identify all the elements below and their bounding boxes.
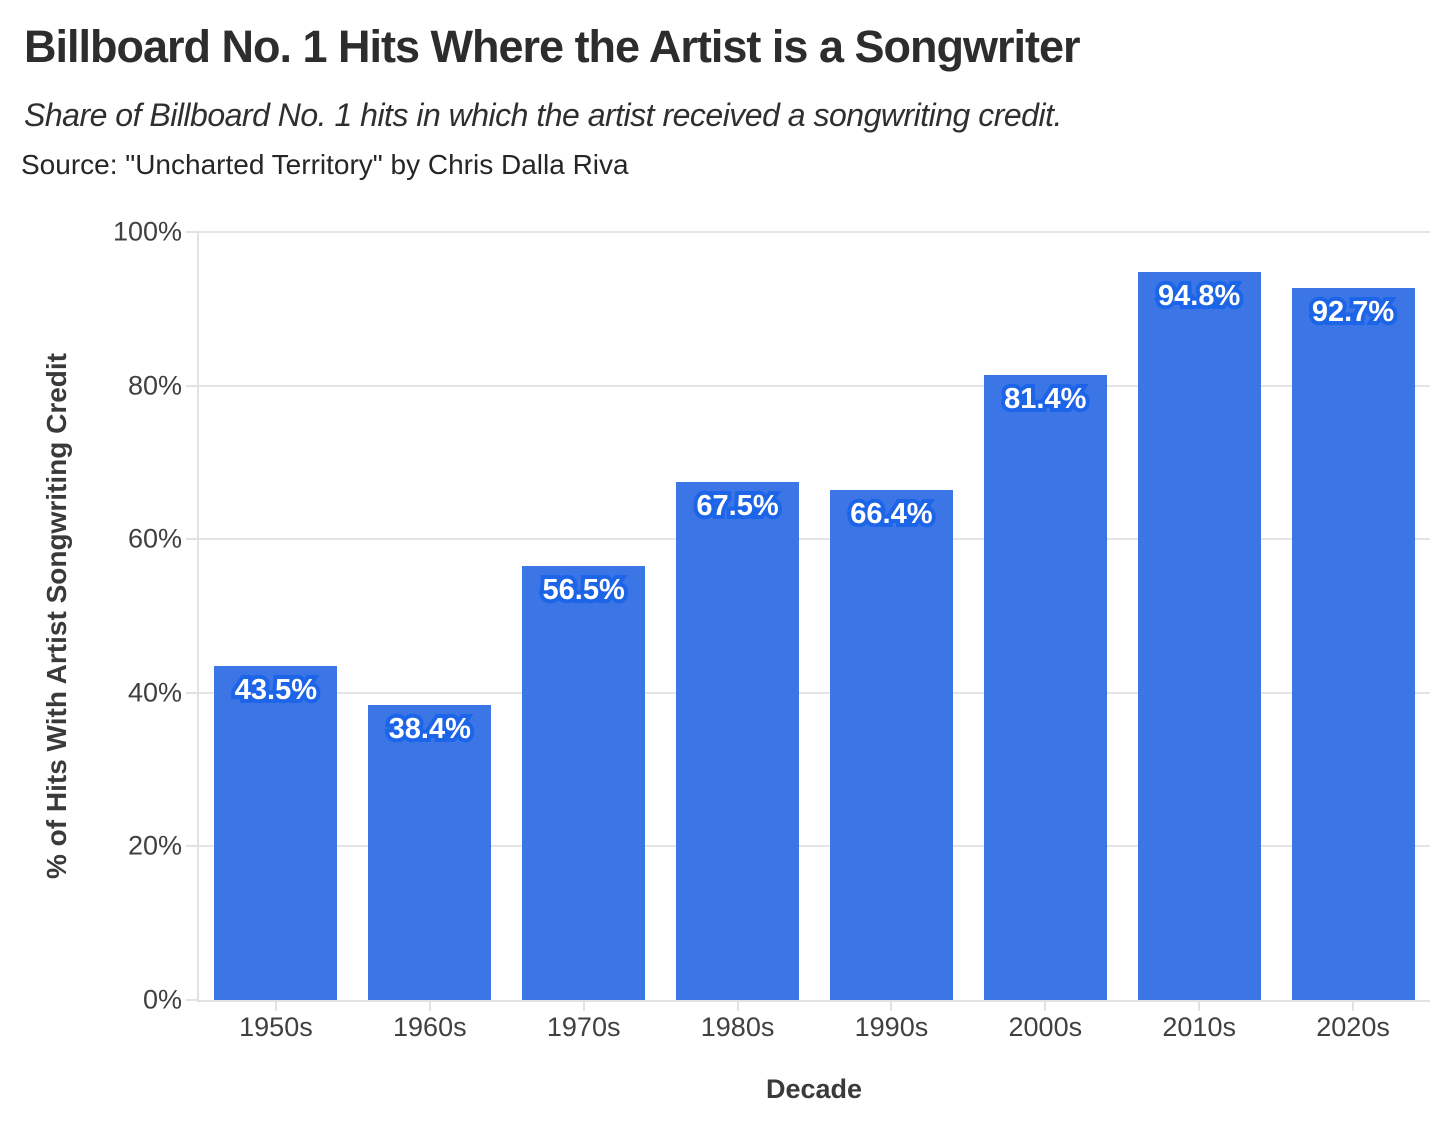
- bar-1950s: 43.5% 43.5%: [214, 665, 338, 1000]
- y-tick-label-40%: 40%: [127, 677, 182, 708]
- x-axis-title: Decade: [765, 1074, 863, 1104]
- x-tick-label-1960s: 1960s: [393, 1012, 467, 1042]
- bar-value-label-halo: 67.5%: [692, 486, 782, 526]
- bar-2000s: 81.4% 81.4%: [983, 374, 1107, 1000]
- bar-1990s: 66.4% 66.4%: [829, 490, 953, 1000]
- y-tick-mark-60%: [186, 538, 199, 541]
- bar-value-label-text: 81.4%: [1004, 382, 1087, 415]
- bar-2020s: 92.7% 92.7%: [1291, 288, 1415, 1000]
- bar-value-label-halo: 38.4%: [385, 709, 475, 749]
- x-tick-label-1950s: 1950s: [239, 1012, 313, 1042]
- bar-1970s: 56.5% 56.5%: [522, 566, 646, 1000]
- gridline-80%: [199, 384, 1430, 387]
- bar-value-label-text: 92.7%: [1311, 296, 1395, 329]
- y-tick-label-0%: 0%: [142, 984, 182, 1015]
- bar-value-label-text: 94.8%: [1158, 279, 1241, 312]
- bar-value-label-text: 66.4%: [850, 498, 933, 531]
- x-tick-mark-1950s: [274, 1002, 277, 1011]
- bar-value-label-halo: 92.7%: [1308, 292, 1398, 332]
- bar-value-label-halo: 66.4%: [846, 494, 936, 534]
- chart-source-note: Source: "Uncharted Territory" by Chris D…: [21, 149, 629, 180]
- y-tick-mark-40%: [186, 691, 199, 694]
- bar-value-label-halo: 81.4%: [1000, 379, 1090, 419]
- y-tick-label-80%: 80%: [127, 370, 182, 401]
- bar-2010s: 94.8% 94.8%: [1137, 271, 1261, 1000]
- bar-value-label-1990s: 66.4% 66.4%: [830, 494, 953, 534]
- x-tick-mark-2010s: [1198, 1002, 1201, 1011]
- x-axis-tick-marks: [199, 1002, 1430, 1011]
- bar-value-label-1950s: 43.5% 43.5%: [214, 670, 337, 710]
- y-axis-tick-marks: [186, 231, 199, 1001]
- x-tick-label-2010s: 2010s: [1162, 1012, 1236, 1042]
- bar-value-label-halo: 94.8%: [1154, 276, 1244, 316]
- bar-value-label-1980s: 67.5% 67.5%: [676, 486, 799, 526]
- bar-value-label-text: 67.5%: [696, 489, 779, 522]
- x-tick-mark-1970s: [582, 1002, 585, 1011]
- x-tick-label-2020s: 2020s: [1316, 1012, 1390, 1042]
- x-axis-tick-labels: 1950s 1960s 1970s 1980s 1990s 2000s 2010s 2020s: [199, 1012, 1430, 1046]
- bar-1980s: 67.5% 67.5%: [676, 481, 800, 1000]
- bar-value-label-2010s: 94.8% 94.8%: [1138, 276, 1261, 316]
- x-tick-mark-2000s: [1044, 1002, 1047, 1011]
- x-tick-label-1990s: 1990s: [854, 1012, 929, 1042]
- bar-value-label-halo: 43.5%: [231, 670, 321, 710]
- x-tick-mark-1990s: [890, 1002, 893, 1011]
- chart-subtitle: Share of Billboard No. 1 hits in which t…: [24, 97, 1062, 133]
- bar-value-label-1960s: 38.4% 38.4%: [368, 709, 491, 749]
- bar-value-label-text: 56.5%: [542, 574, 625, 607]
- chart-title: Billboard No. 1 Hits Where the Artist is…: [24, 21, 1080, 72]
- bar-1960s: 38.4% 38.4%: [368, 705, 492, 1000]
- y-tick-label-20%: 20%: [127, 830, 182, 861]
- x-tick-mark-2020s: [1352, 1002, 1355, 1011]
- bar-value-label-text: 38.4%: [388, 713, 471, 746]
- y-tick-mark-80%: [186, 384, 199, 387]
- plot-area: 43.5% 43.5% 38.4% 38.4% 56.5% 56.5% 67.5% 67.5%…: [197, 231, 1430, 1002]
- x-tick-label-2000s: 2000s: [1008, 1012, 1083, 1042]
- bar-value-label-1970s: 56.5% 56.5%: [522, 570, 645, 610]
- bar-value-label-text: 43.5%: [234, 673, 318, 706]
- x-tick-mark-1960s: [428, 1002, 431, 1011]
- y-tick-label-100%: 100%: [112, 216, 182, 247]
- gridline-20%: [199, 845, 1430, 848]
- gridline-40%: [199, 691, 1430, 694]
- gridline-100%: [199, 231, 1430, 233]
- y-tick-label-60%: 60%: [127, 523, 182, 554]
- x-tick-mark-1980s: [736, 1002, 739, 1011]
- y-tick-mark-20%: [186, 845, 199, 848]
- y-tick-mark-0%: [186, 999, 199, 1001]
- x-tick-label-1970s: 1970s: [546, 1012, 621, 1042]
- y-tick-mark-100%: [186, 231, 199, 233]
- gridline-60%: [199, 538, 1430, 541]
- bar-value-label-halo: 56.5%: [539, 570, 629, 610]
- bar-value-label-2020s: 92.7% 92.7%: [1292, 292, 1415, 332]
- y-axis-tick-labels: 0% 20% 40% 60% 80% 100%: [60, 217, 182, 1015]
- x-tick-label-1980s: 1980s: [700, 1012, 775, 1042]
- bar-value-label-2000s: 81.4% 81.4%: [984, 379, 1107, 419]
